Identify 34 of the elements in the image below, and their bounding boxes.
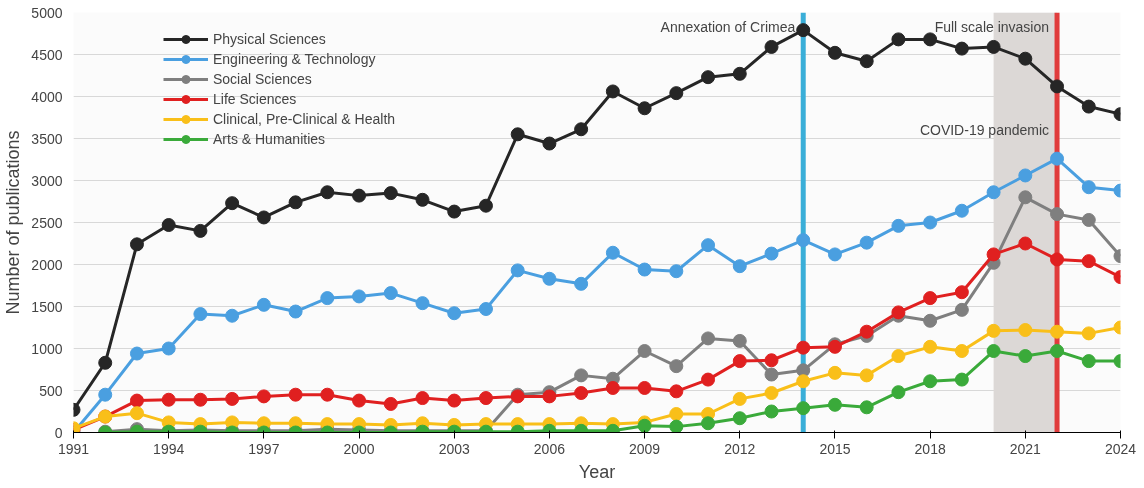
- y-tick-label: 5000: [31, 4, 63, 21]
- y-tick-label: 4500: [31, 46, 63, 63]
- y-tick-label: 0: [54, 424, 63, 441]
- x-tick-label: 2006: [533, 440, 566, 457]
- y-tick-label: 500: [39, 382, 63, 399]
- band-label: COVID-19 pandemic: [919, 121, 1050, 138]
- x-tick-label: 1994: [153, 440, 185, 457]
- x-tick-label: 2009: [629, 440, 661, 457]
- legend-label: Physical Sciences: [213, 31, 326, 47]
- legend-label: Engineering & Technology: [213, 51, 376, 67]
- y-tick-label: 1000: [31, 340, 63, 357]
- y-tick-label: 2500: [31, 214, 63, 231]
- legend-label: Arts & Humanities: [213, 131, 326, 147]
- y-tick-label: 3000: [31, 172, 63, 189]
- x-tick-label: 2000: [343, 440, 375, 457]
- y-tick-label: 1500: [31, 298, 63, 315]
- y-tick-label: 4000: [31, 88, 63, 105]
- x-axis-title: Year: [578, 461, 616, 482]
- x-tick-label: 2015: [819, 440, 851, 457]
- x-tick-label: 1997: [248, 440, 280, 457]
- y-tick-label: 3500: [31, 130, 63, 147]
- x-tick-label: 2024: [1104, 440, 1137, 457]
- legend-label: Social Sciences: [213, 71, 312, 87]
- x-tick-label: 2021: [1009, 440, 1042, 457]
- y-axis-title: Number of publications: [3, 130, 24, 315]
- x-tick-label: 2003: [438, 440, 471, 457]
- ref-line-label: Full scale invasion: [934, 18, 1050, 35]
- x-tick-label: 2018: [914, 440, 946, 457]
- x-tick-label: 2012: [724, 440, 756, 457]
- legend-label: Life Sciences: [213, 91, 297, 107]
- legend-label: Clinical, Pre-Clinical & Health: [213, 111, 396, 127]
- y-tick-label: 2000: [31, 256, 63, 273]
- ref-line-label: Annexation of Crimea: [660, 18, 796, 35]
- x-tick-label: 1991: [57, 440, 90, 457]
